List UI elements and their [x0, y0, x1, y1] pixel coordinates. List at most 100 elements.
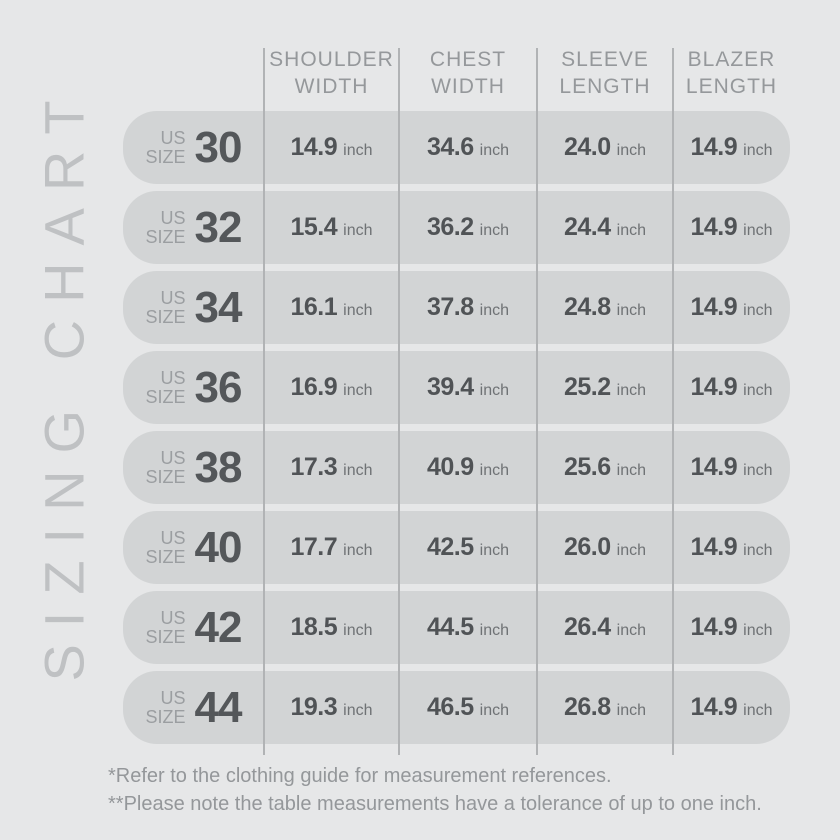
measurement-cell: 42.5 inch: [399, 533, 537, 562]
measurement-unit: inch: [616, 542, 647, 559]
us-size-label: US SIZE: [145, 447, 186, 487]
size-cell: US SIZE 32: [123, 203, 264, 253]
measurement-value: 14.9: [690, 453, 738, 481]
table-row-size-44: US SIZE 44 19.3 inch 46.5 inch 26.8 inch 14…: [123, 671, 790, 744]
vertical-title-text: SIZING CHART: [32, 82, 96, 682]
measurement-unit: inch: [743, 382, 773, 399]
measurement-unit: inch: [616, 702, 647, 719]
measurement-unit: inch: [616, 302, 647, 319]
table-row-size-40: US SIZE 40 17.7 inch 42.5 inch 26.0 inch 14…: [123, 511, 790, 584]
header-sleeve-length: SLEEVE LENGTH: [537, 46, 673, 100]
measurement-unit: inch: [479, 222, 510, 239]
measurement-value: 14.9: [690, 693, 738, 721]
size-value: 44: [194, 682, 243, 732]
measurement-cell: 18.5 inch: [264, 613, 399, 642]
table-row-size-30: US SIZE 30 14.9 inch 34.6 inch 24.0 inch 14…: [123, 111, 790, 184]
size-value: 38: [194, 442, 243, 492]
measurement-cell: 14.9 inch: [673, 213, 790, 242]
measurement-unit: inch: [479, 462, 510, 479]
measurement-cell: 25.6 inch: [537, 453, 673, 482]
footnote-tolerance: **Please note the table measurements hav…: [108, 793, 762, 815]
header-line: CHEST: [429, 48, 507, 71]
measurement-unit: inch: [743, 142, 773, 159]
measurement-value: 36.2: [426, 213, 474, 241]
measurement-cell: 14.9 inch: [673, 613, 790, 642]
table-row-size-32: US SIZE 32 15.4 inch 36.2 inch 24.4 inch 14…: [123, 191, 790, 264]
measurement-unit: inch: [343, 302, 373, 319]
header-spacer: [123, 46, 264, 100]
measurement-value: 42.5: [426, 533, 474, 561]
header-line: WIDTH: [294, 75, 369, 98]
measurement-value: 16.9: [290, 373, 338, 401]
size-cell: US SIZE 30: [123, 123, 264, 173]
us-size-label: US SIZE: [145, 207, 186, 247]
measurement-value: 14.9: [690, 613, 738, 641]
measurement-unit: inch: [616, 462, 647, 479]
table-row-size-38: US SIZE 38 17.3 inch 40.9 inch 25.6 inch 14…: [123, 431, 790, 504]
header-shoulder-width: SHOULDER WIDTH: [264, 46, 399, 100]
measurement-value: 24.0: [563, 133, 611, 161]
measurement-unit: inch: [616, 622, 647, 639]
table-header-row: SHOULDER WIDTH CHEST WIDTH SLEEVE LENGTH…: [123, 46, 790, 100]
size-cell: US SIZE 44: [123, 683, 264, 733]
size-table: US SIZE 30 14.9 inch 34.6 inch 24.0 inch 14…: [123, 111, 790, 744]
measurement-unit: inch: [343, 462, 373, 479]
measurement-unit: inch: [743, 542, 773, 559]
measurement-value: 26.0: [563, 533, 611, 561]
measurement-unit: inch: [343, 702, 373, 719]
size-cell: US SIZE 38: [123, 443, 264, 493]
measurement-value: 44.5: [426, 613, 474, 641]
measurement-unit: inch: [343, 542, 373, 559]
measurement-cell: 26.0 inch: [537, 533, 673, 562]
size-value: 34: [194, 282, 243, 332]
header-line: SHOULDER: [269, 48, 394, 71]
measurement-unit: inch: [479, 702, 510, 719]
measurement-unit: inch: [479, 142, 510, 159]
measurement-unit: inch: [479, 622, 510, 639]
measurement-unit: inch: [743, 622, 773, 639]
us-size-label: US SIZE: [145, 607, 186, 647]
measurement-cell: 16.1 inch: [264, 293, 399, 322]
measurement-value: 46.5: [426, 693, 474, 721]
measurement-value: 39.4: [426, 373, 474, 401]
measurement-cell: 24.8 inch: [537, 293, 673, 322]
measurement-unit: inch: [743, 222, 773, 239]
us-size-label: US SIZE: [145, 687, 186, 727]
table-row-size-36: US SIZE 36 16.9 inch 39.4 inch 25.2 inch 14…: [123, 351, 790, 424]
measurement-value: 14.9: [690, 133, 738, 161]
measurement-cell: 26.4 inch: [537, 613, 673, 642]
measurement-unit: inch: [743, 462, 773, 479]
measurement-value: 14.9: [690, 373, 738, 401]
measurement-cell: 14.9 inch: [673, 373, 790, 402]
measurement-cell: 14.9 inch: [673, 133, 790, 162]
measurement-cell: 39.4 inch: [399, 373, 537, 402]
measurement-value: 19.3: [290, 693, 338, 721]
us-size-label: US SIZE: [145, 367, 186, 407]
measurement-unit: inch: [343, 142, 373, 159]
measurement-value: 14.9: [690, 213, 738, 241]
measurement-cell: 44.5 inch: [399, 613, 537, 642]
measurement-value: 34.6: [426, 133, 474, 161]
measurement-unit: inch: [343, 622, 373, 639]
size-cell: US SIZE 34: [123, 283, 264, 333]
measurement-value: 14.9: [690, 533, 738, 561]
measurement-unit: inch: [343, 382, 373, 399]
measurement-cell: 14.9 inch: [673, 453, 790, 482]
measurement-cell: 17.3 inch: [264, 453, 399, 482]
measurement-value: 24.8: [563, 293, 611, 321]
footnote-measurement-reference: *Refer to the clothing guide for measure…: [108, 765, 612, 787]
size-value: 40: [194, 522, 243, 572]
measurement-value: 17.7: [290, 533, 338, 561]
us-size-label: US SIZE: [145, 527, 186, 567]
measurement-value: 14.9: [290, 133, 338, 161]
header-line: SLEEVE: [561, 48, 649, 71]
measurement-cell: 15.4 inch: [264, 213, 399, 242]
size-value: 32: [194, 202, 243, 252]
measurement-cell: 19.3 inch: [264, 693, 399, 722]
header-line: LENGTH: [559, 75, 651, 98]
measurement-value: 25.6: [563, 453, 611, 481]
measurement-value: 24.4: [563, 213, 611, 241]
header-line: BLAZER: [687, 48, 776, 71]
measurement-value: 16.1: [290, 293, 338, 321]
size-cell: US SIZE 36: [123, 363, 264, 413]
